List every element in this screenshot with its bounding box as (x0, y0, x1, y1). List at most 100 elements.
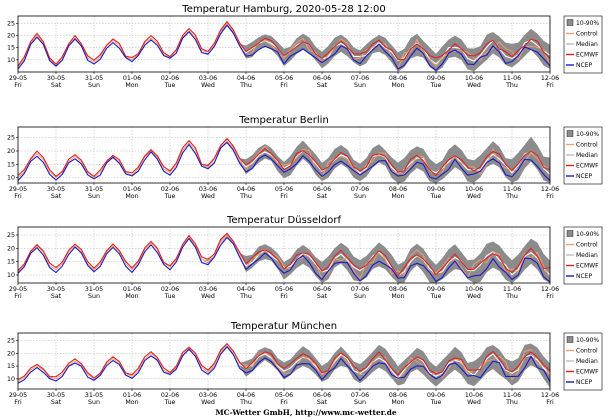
x-day-label: Fri (280, 193, 288, 200)
y-tick-label: 25 (7, 338, 15, 345)
legend-4: 10-90% Control Median ECMWF NCEP (563, 332, 603, 391)
y-tick-label: 20 (7, 148, 15, 155)
legend-label: Median (576, 152, 598, 159)
x-date-label: 08-06 (389, 286, 407, 293)
x-date-label: 10-06 (465, 286, 483, 293)
x-day-label: Thu (505, 399, 518, 406)
x-day-label: Thu (239, 82, 252, 89)
x-date-label: 01-06 (123, 186, 141, 193)
legend-label: 10-90% (576, 20, 599, 27)
legend-label: Median (576, 252, 598, 259)
x-day-label: Fri (280, 399, 288, 406)
legend-label: ECMWF (576, 163, 599, 170)
panel-1: Temperatur Hamburg, 2020-05-28 12:00 10 15… (7, 4, 559, 89)
panel-4: Temperatur München1015202529-05Fri30-05S… (7, 321, 559, 406)
legend-label: Median (576, 41, 598, 48)
x-day-label: Tue (430, 82, 442, 89)
x-date-label: 09-06 (427, 186, 445, 193)
x-date-label: 10-06 (465, 392, 483, 399)
x-day-label: Mon (391, 193, 404, 200)
panel-3: Temperatur Düsseldorf1015202529-05Fri30-… (7, 215, 559, 300)
x-date-label: 30-05 (47, 286, 65, 293)
x-date-label: 31-05 (85, 286, 103, 293)
legend-2: 10-90% Control Median ECMWF NCEP (563, 126, 603, 185)
x-date-label: 09-06 (427, 392, 445, 399)
x-date-label: 03-06 (199, 186, 217, 193)
x-day-label: Sun (88, 193, 100, 200)
x-day-label: Thu (239, 399, 252, 406)
x-day-label: Sun (88, 399, 100, 406)
x-date-label: 29-05 (9, 392, 27, 399)
x-day-label: Thu (239, 293, 252, 300)
x-day-label: Tue (164, 399, 176, 406)
panel-title: Temperatur Hamburg, 2020-05-28 12:00 (181, 4, 385, 15)
legend-3: 10-90% Control Median ECMWF NCEP (563, 226, 603, 285)
x-date-label: 01-06 (123, 75, 141, 82)
ensemble-band-10-90 (18, 136, 550, 183)
y-tick-label: 10 (7, 376, 15, 383)
y-tick-label: 15 (7, 363, 15, 370)
x-date-label: 30-05 (47, 186, 65, 193)
x-date-label: 12-06 (541, 186, 559, 193)
x-date-label: 09-06 (427, 75, 445, 82)
x-date-label: 12-06 (541, 286, 559, 293)
x-date-label: 30-05 (47, 75, 65, 82)
x-day-label: Mon (125, 193, 138, 200)
ncep-line (17, 141, 551, 182)
x-date-label: 03-06 (199, 392, 217, 399)
panel-2: Temperatur Berlin1015202529-05Fri30-05Sa… (7, 115, 559, 200)
x-day-label: Fri (280, 82, 288, 89)
x-day-label: Thu (505, 293, 518, 300)
x-date-label: 07-06 (351, 286, 369, 293)
x-date-label: 08-06 (389, 75, 407, 82)
x-date-label: 29-05 (9, 75, 27, 82)
x-date-label: 08-06 (389, 392, 407, 399)
legend-swatch-band (566, 130, 574, 137)
x-date-label: 05-06 (275, 286, 293, 293)
x-date-label: 12-06 (541, 392, 559, 399)
legend-label: 10-90% (576, 231, 599, 238)
x-day-label: Mon (391, 82, 404, 89)
x-date-label: 06-06 (313, 75, 331, 82)
x-day-label: Sun (88, 293, 100, 300)
x-date-label: 03-06 (199, 75, 217, 82)
x-day-label: Mon (125, 82, 138, 89)
panel-title: Temperatur München (230, 321, 337, 332)
ncep-line (17, 24, 551, 72)
x-day-label: Wed (201, 399, 215, 406)
x-date-label: 10-06 (465, 186, 483, 193)
x-date-label: 05-06 (275, 75, 293, 82)
x-day-label: Sat (317, 82, 328, 89)
x-date-label: 07-06 (351, 186, 369, 193)
x-date-label: 01-06 (123, 286, 141, 293)
x-day-label: Fri (546, 293, 554, 300)
legend-label: 10-90% (576, 337, 599, 344)
ecmwf-line (17, 20, 551, 67)
x-date-label: 02-06 (161, 286, 179, 293)
ecmwf-line (17, 137, 551, 178)
legend-swatch-band (566, 230, 574, 237)
x-day-label: Fri (14, 293, 22, 300)
legend-swatch-band (566, 336, 574, 343)
x-day-label: Sat (51, 193, 62, 200)
legend-label: Control (576, 242, 598, 249)
x-date-label: 02-06 (161, 392, 179, 399)
x-day-label: Tue (164, 193, 176, 200)
x-day-label: Tue (164, 82, 176, 89)
x-date-label: 11-06 (503, 75, 521, 82)
x-date-label: 31-05 (85, 392, 103, 399)
y-tick-label: 25 (7, 135, 15, 142)
x-day-label: Wed (201, 193, 215, 200)
x-date-label: 09-06 (427, 286, 445, 293)
x-day-label: Fri (14, 82, 22, 89)
footer-credit: MC-Wetter GmbH, http://www.mc-wetter.de (215, 408, 396, 417)
x-day-label: Mon (391, 293, 404, 300)
x-day-label: Sat (51, 399, 62, 406)
ensemble-band-10-90 (18, 343, 550, 388)
x-date-label: 06-06 (313, 286, 331, 293)
x-day-label: Fri (14, 193, 22, 200)
x-date-label: 04-06 (237, 75, 255, 82)
x-day-label: Wed (467, 293, 481, 300)
legend-label: ECMWF (576, 263, 599, 270)
